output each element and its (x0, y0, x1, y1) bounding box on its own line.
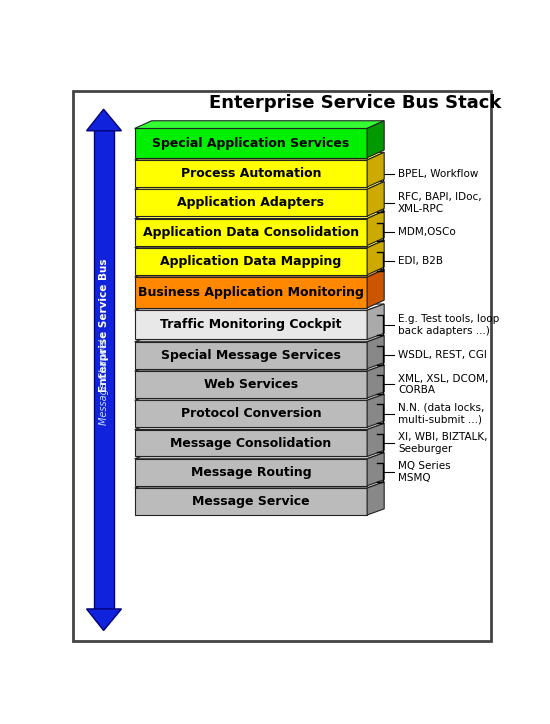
Polygon shape (367, 394, 384, 427)
Text: EDI, B2B: EDI, B2B (398, 256, 443, 266)
Text: Traffic Monitoring Cockpit: Traffic Monitoring Cockpit (160, 319, 342, 332)
Bar (135, 128, 367, 158)
Text: XML, XSL, DCOM,
CORBA: XML, XSL, DCOM, CORBA (398, 374, 488, 395)
Text: RFC, BAPI, IDoc,
XML-RPC: RFC, BAPI, IDoc, XML-RPC (398, 192, 482, 214)
Text: XI, WBI, BIZTALK,
Seeburger: XI, WBI, BIZTALK, Seeburger (398, 432, 488, 454)
Polygon shape (135, 365, 384, 371)
Text: Enterprise Service Bus: Enterprise Service Bus (98, 258, 109, 392)
Polygon shape (367, 482, 384, 515)
Text: Special Message Services: Special Message Services (161, 349, 341, 362)
Text: MQ Series
MSMQ: MQ Series MSMQ (398, 461, 451, 483)
Text: Application Data Consolidation: Application Data Consolidation (143, 225, 359, 238)
Polygon shape (367, 211, 384, 245)
Text: N.N. (data locks,
multi-submit ...): N.N. (data locks, multi-submit ...) (398, 403, 485, 424)
Bar (135, 277, 367, 308)
Polygon shape (135, 336, 384, 342)
Polygon shape (367, 365, 384, 398)
Bar (135, 400, 367, 427)
Text: Application Data Mapping: Application Data Mapping (160, 255, 342, 268)
Polygon shape (135, 424, 384, 429)
Text: Message Routing: Message Routing (190, 466, 311, 479)
Polygon shape (367, 336, 384, 369)
Bar (135, 219, 367, 245)
Text: Business Application Monitoring: Business Application Monitoring (138, 286, 364, 299)
Bar (135, 310, 367, 340)
Polygon shape (367, 121, 384, 158)
Text: MDM,OSCo: MDM,OSCo (398, 227, 456, 237)
Polygon shape (135, 394, 384, 400)
Text: Message Consolidation: Message Consolidation (170, 437, 332, 450)
Text: Message Service: Message Service (192, 495, 310, 508)
Polygon shape (135, 269, 384, 277)
Polygon shape (135, 182, 384, 189)
Text: Application Adapters: Application Adapters (177, 196, 324, 209)
Bar (135, 248, 367, 275)
Polygon shape (367, 424, 384, 456)
Bar (135, 488, 367, 515)
Text: Special Application Services: Special Application Services (152, 137, 349, 150)
Polygon shape (135, 452, 384, 459)
Polygon shape (367, 452, 384, 486)
Polygon shape (367, 182, 384, 216)
Polygon shape (367, 240, 384, 275)
Bar (135, 459, 367, 486)
Text: Enterprise Service Bus Stack: Enterprise Service Bus Stack (210, 94, 502, 112)
Polygon shape (135, 152, 384, 160)
Text: Web Services: Web Services (204, 378, 298, 391)
Bar (135, 160, 367, 187)
Polygon shape (135, 211, 384, 219)
Polygon shape (86, 109, 122, 131)
Text: WSDL, REST, CGI: WSDL, REST, CGI (398, 350, 487, 361)
Text: E.g. Test tools, loop
back adapters ...): E.g. Test tools, loop back adapters ...) (398, 314, 499, 336)
Polygon shape (86, 609, 122, 631)
Text: Message Channel: Message Channel (98, 340, 109, 426)
Polygon shape (367, 152, 384, 187)
Bar (95, 125, 114, 615)
Polygon shape (367, 304, 384, 340)
Polygon shape (135, 304, 384, 310)
Polygon shape (135, 121, 384, 128)
Bar (135, 189, 367, 216)
Text: Protocol Conversion: Protocol Conversion (180, 407, 321, 420)
Polygon shape (135, 240, 384, 248)
Text: Process Automation: Process Automation (180, 167, 321, 180)
Bar (135, 429, 367, 456)
Text: BPEL, Workflow: BPEL, Workflow (398, 169, 478, 179)
Bar (135, 342, 367, 369)
Polygon shape (135, 482, 384, 488)
Polygon shape (367, 269, 384, 308)
Bar (135, 371, 367, 398)
